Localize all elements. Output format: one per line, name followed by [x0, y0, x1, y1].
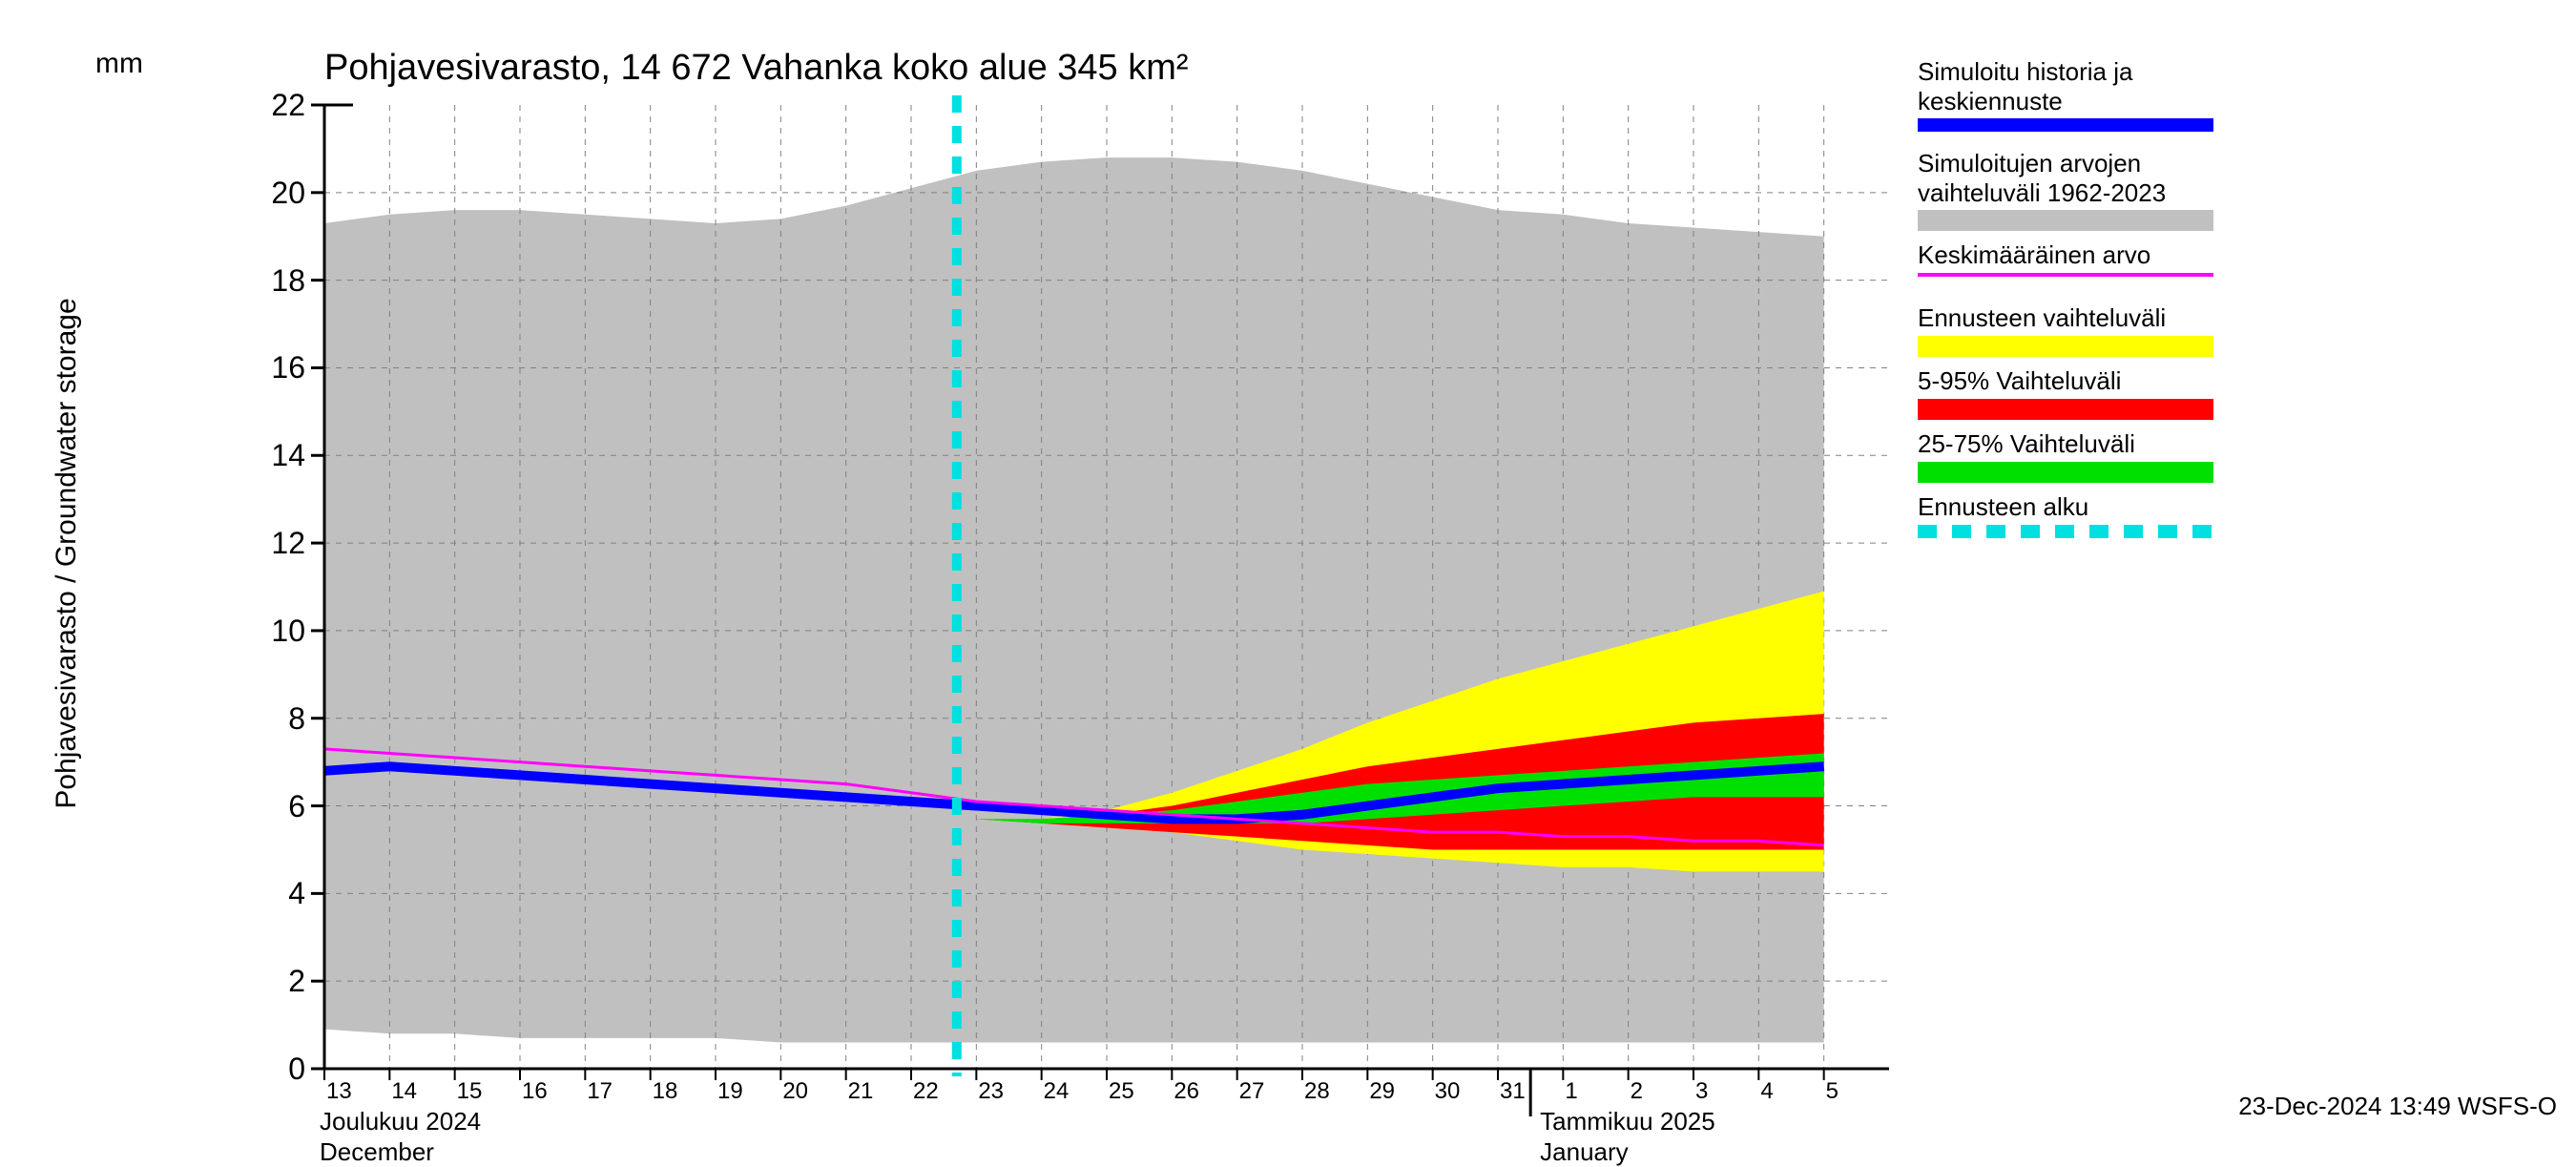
x-tick-label: 16: [522, 1078, 548, 1105]
chart-container: Pohjavesivarasto / Groundwater storage m…: [0, 0, 2576, 1145]
y-tick-label: 20: [239, 176, 305, 211]
x-tick-label: 4: [1760, 1078, 1773, 1105]
x-tick-label: 20: [782, 1078, 808, 1105]
legend-swatch: [1918, 273, 2213, 277]
x-tick-label: 18: [653, 1078, 678, 1105]
legend-label: Simuloitu historia ja keskiennuste: [1918, 57, 2223, 116]
x-month-label-en: January: [1540, 1137, 1629, 1167]
y-tick-label: 16: [239, 350, 305, 386]
legend-swatch: [1918, 210, 2213, 231]
chart-footer: 23-Dec-2024 13:49 WSFS-O: [2238, 1092, 2557, 1121]
y-tick-label: 0: [239, 1052, 305, 1087]
x-tick-label: 19: [717, 1078, 743, 1105]
x-tick-label: 15: [457, 1078, 483, 1105]
x-tick-label: 14: [391, 1078, 417, 1105]
x-tick-label: 17: [587, 1078, 613, 1105]
x-tick-label: 21: [848, 1078, 874, 1105]
legend-swatch: [1918, 462, 2213, 483]
x-tick-label: 27: [1239, 1078, 1265, 1105]
y-tick-label: 2: [239, 964, 305, 999]
x-tick-label: 24: [1044, 1078, 1070, 1105]
x-tick-label: 31: [1500, 1078, 1526, 1105]
x-tick-label: 28: [1304, 1078, 1330, 1105]
y-tick-label: 6: [239, 789, 305, 824]
x-month-label-en: December: [320, 1137, 434, 1167]
legend-label: Ennusteen alku: [1918, 492, 2223, 522]
legend-label: Ennusteen vaihteluväli: [1918, 303, 2223, 333]
y-tick-label: 4: [239, 876, 305, 911]
x-tick-label: 13: [326, 1078, 352, 1105]
legend-label: Simuloitujen arvojen vaihteluväli 1962-2…: [1918, 149, 2223, 208]
x-tick-label: 5: [1826, 1078, 1839, 1105]
x-tick-label: 3: [1695, 1078, 1708, 1105]
x-month-label: Joulukuu 2024: [320, 1107, 481, 1136]
x-tick-label: 22: [913, 1078, 939, 1105]
x-tick-label: 23: [978, 1078, 1004, 1105]
y-tick-label: 10: [239, 614, 305, 649]
legend-label: Keskimääräinen arvo: [1918, 240, 2223, 270]
x-tick-label: 1: [1565, 1078, 1577, 1105]
x-tick-label: 26: [1174, 1078, 1199, 1105]
y-tick-label: 12: [239, 526, 305, 561]
x-tick-label: 30: [1435, 1078, 1461, 1105]
legend-swatch: [1918, 525, 2213, 538]
legend-swatch: [1918, 336, 2213, 357]
legend-swatch: [1918, 118, 2213, 132]
x-tick-label: 25: [1109, 1078, 1134, 1105]
x-tick-label: 29: [1369, 1078, 1395, 1105]
x-tick-label: 2: [1631, 1078, 1643, 1105]
x-month-label: Tammikuu 2025: [1540, 1107, 1715, 1136]
legend-label: 25-75% Vaihteluväli: [1918, 429, 2223, 459]
legend-label: 5-95% Vaihteluväli: [1918, 366, 2223, 396]
y-tick-label: 8: [239, 701, 305, 737]
y-tick-label: 14: [239, 438, 305, 473]
y-tick-label: 18: [239, 263, 305, 299]
legend-swatch: [1918, 399, 2213, 420]
y-tick-label: 22: [239, 88, 305, 123]
